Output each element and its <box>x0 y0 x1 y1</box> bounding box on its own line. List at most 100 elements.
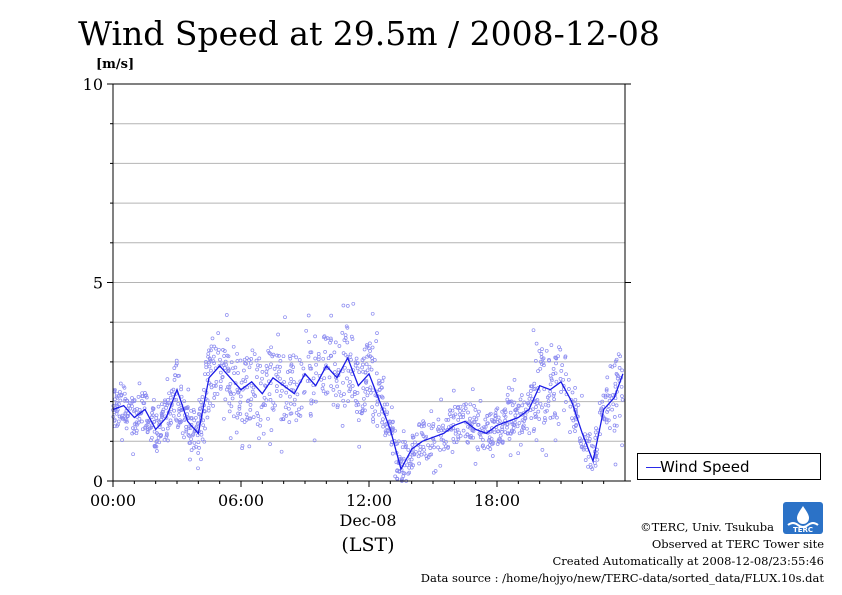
sample-point <box>322 376 327 381</box>
sample-point <box>605 375 610 380</box>
sample-point <box>377 387 382 392</box>
sample-point <box>160 409 165 414</box>
sample-point <box>410 433 415 438</box>
sample-point <box>132 430 136 434</box>
sample-point <box>436 445 440 450</box>
sample-point <box>278 365 282 369</box>
sample-point <box>273 403 277 408</box>
sample-point <box>507 437 512 441</box>
sample-point <box>431 422 436 426</box>
sample-point <box>331 388 336 392</box>
sample-point <box>450 450 455 454</box>
sample-point <box>213 384 218 388</box>
sample-point <box>249 357 254 361</box>
sample-point <box>354 356 359 361</box>
sample-point <box>192 445 196 450</box>
sample-point <box>485 445 490 449</box>
sample-point <box>298 414 303 418</box>
sample-point <box>421 445 426 449</box>
sample-point <box>385 425 389 430</box>
sample-point <box>262 395 267 400</box>
sample-point <box>299 362 304 366</box>
sample-point <box>465 432 470 437</box>
sample-point <box>131 452 135 457</box>
sample-point <box>462 402 467 407</box>
sample-point <box>371 413 376 417</box>
sample-point <box>218 379 223 384</box>
sample-point <box>510 387 515 392</box>
sample-point <box>194 415 198 420</box>
sample-point <box>254 358 259 363</box>
sample-point <box>195 433 200 438</box>
sample-point <box>614 372 619 376</box>
sample-point <box>334 379 339 383</box>
sample-point <box>222 349 227 353</box>
sample-point <box>251 385 256 390</box>
sample-point <box>520 403 525 408</box>
sample-point <box>365 387 369 391</box>
sample-point <box>291 388 296 393</box>
sample-point <box>581 447 586 452</box>
sample-point <box>542 420 546 425</box>
sample-point <box>508 453 513 458</box>
sample-point <box>357 444 362 449</box>
sample-point <box>466 440 470 445</box>
sample-point <box>432 445 436 450</box>
sample-point <box>451 388 456 393</box>
sample-point <box>424 456 429 461</box>
sample-point <box>297 407 301 412</box>
sample-point <box>229 360 234 365</box>
sample-point <box>186 387 191 392</box>
sample-point <box>473 462 478 466</box>
sample-point <box>473 408 478 412</box>
sample-point <box>137 417 142 421</box>
sample-point <box>148 426 152 431</box>
sample-point <box>616 352 621 357</box>
terc-logo: TERC <box>782 501 824 535</box>
sample-point <box>361 362 365 367</box>
sample-point <box>531 328 536 333</box>
sample-point <box>421 419 426 424</box>
sample-point <box>531 429 536 433</box>
sample-point <box>606 407 610 412</box>
sample-point <box>268 442 272 446</box>
sample-point <box>199 457 203 462</box>
sample-point <box>270 406 275 411</box>
sample-point <box>189 448 194 452</box>
sample-point <box>456 418 461 422</box>
sample-point <box>227 409 232 414</box>
sample-point <box>533 359 538 363</box>
sample-point <box>454 440 459 444</box>
sample-point <box>308 412 313 416</box>
sample-point <box>209 344 214 349</box>
sample-point <box>620 368 624 373</box>
sample-point <box>603 393 608 398</box>
sample-point <box>617 366 622 370</box>
sample-point <box>615 372 620 377</box>
sample-point <box>534 438 539 443</box>
sample-point <box>137 381 142 386</box>
sample-point <box>209 348 213 353</box>
sample-point <box>152 444 157 448</box>
sample-point <box>510 403 515 408</box>
sample-point <box>292 397 297 402</box>
sample-point <box>140 419 144 424</box>
sample-point <box>588 462 593 467</box>
sample-point <box>500 429 504 434</box>
sample-point <box>362 347 367 352</box>
sample-point <box>404 443 408 448</box>
sample-point <box>130 399 135 404</box>
sample-point <box>205 415 210 420</box>
sample-point <box>199 400 203 404</box>
sample-point <box>380 395 385 400</box>
sample-point <box>551 372 556 376</box>
sample-point <box>225 337 230 342</box>
sample-point <box>477 409 481 414</box>
sample-point <box>497 419 502 423</box>
sample-point <box>224 313 229 317</box>
sample-point <box>439 397 443 402</box>
sample-point <box>550 415 555 420</box>
sample-point <box>218 384 223 389</box>
sample-point <box>282 380 286 384</box>
sample-point <box>284 390 289 395</box>
